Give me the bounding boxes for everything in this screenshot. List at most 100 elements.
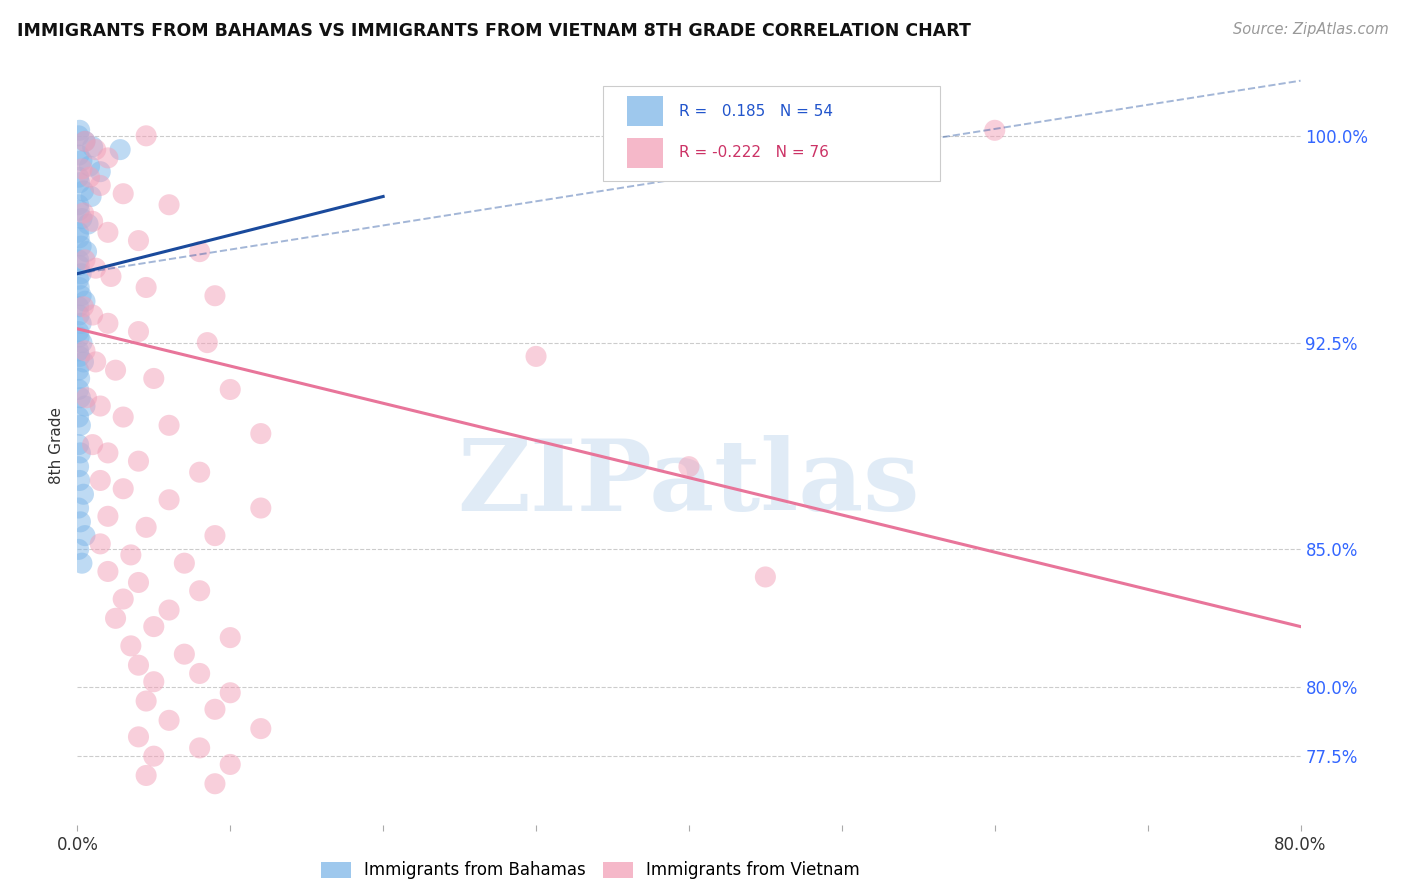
Point: [67, 148, 90, 162]
Point: [67, 459, 90, 474]
Point: [82, 437, 104, 451]
Point: [69, 350, 91, 364]
Point: [127, 234, 149, 248]
Point: [142, 371, 165, 385]
Point: [73, 134, 96, 148]
Point: [73, 343, 96, 358]
Point: [112, 482, 135, 496]
Y-axis label: 8th Grade: 8th Grade: [49, 408, 65, 484]
Text: ZIPatlas: ZIPatlas: [458, 435, 920, 533]
Point: [127, 575, 149, 590]
Point: [69, 391, 91, 405]
Point: [69, 474, 91, 488]
Point: [67, 231, 90, 245]
Point: [89, 399, 111, 413]
Point: [188, 465, 211, 479]
Point: [67, 343, 90, 358]
Point: [73, 528, 96, 542]
Point: [204, 777, 226, 791]
Point: [204, 702, 226, 716]
Point: [135, 694, 157, 708]
Point: [72, 355, 94, 369]
Point: [67, 259, 90, 273]
Point: [72, 184, 94, 198]
Point: [67, 383, 90, 397]
Point: [188, 583, 211, 598]
Point: [127, 325, 149, 339]
FancyBboxPatch shape: [603, 86, 939, 180]
Point: [73, 399, 96, 413]
Legend: Immigrants from Bahamas, Immigrants from Vietnam: Immigrants from Bahamas, Immigrants from…: [321, 861, 860, 880]
Point: [67, 325, 90, 339]
Point: [69, 123, 91, 137]
Point: [100, 269, 122, 284]
Point: [67, 203, 90, 218]
Point: [70, 289, 93, 303]
Point: [67, 308, 90, 322]
Point: [84, 355, 107, 369]
Point: [73, 134, 96, 148]
Point: [67, 363, 90, 377]
Point: [89, 537, 111, 551]
Point: [195, 335, 218, 350]
Point: [70, 267, 93, 281]
Point: [77, 217, 100, 231]
Point: [72, 300, 94, 314]
Point: [67, 542, 90, 557]
Point: [67, 330, 90, 344]
Point: [219, 631, 242, 645]
Point: [80, 189, 103, 203]
Point: [204, 289, 226, 303]
Point: [67, 280, 90, 294]
Point: [127, 730, 149, 744]
Point: [188, 244, 211, 259]
Point: [67, 198, 90, 212]
Point: [97, 446, 120, 460]
Point: [250, 722, 273, 736]
Point: [82, 140, 104, 154]
Point: [67, 225, 90, 239]
Point: [127, 454, 149, 468]
Point: [72, 487, 94, 501]
Point: [157, 198, 180, 212]
Point: [157, 492, 180, 507]
Point: [70, 161, 93, 176]
Point: [142, 619, 165, 633]
Text: Source: ZipAtlas.com: Source: ZipAtlas.com: [1233, 22, 1389, 37]
Point: [67, 252, 90, 267]
Point: [97, 225, 120, 239]
Point: [76, 244, 98, 259]
Point: [70, 153, 93, 168]
Point: [112, 186, 135, 201]
Point: [112, 592, 135, 607]
Point: [112, 410, 135, 425]
Point: [67, 410, 90, 425]
Point: [70, 316, 93, 330]
Point: [135, 768, 157, 782]
Point: [73, 252, 96, 267]
Point: [173, 556, 195, 570]
Bar: [627, 137, 664, 168]
Point: [73, 294, 96, 309]
Point: [97, 565, 120, 579]
Point: [97, 509, 120, 524]
Bar: [627, 96, 664, 127]
Point: [69, 515, 91, 529]
Point: [69, 418, 91, 433]
Point: [89, 164, 111, 178]
Point: [72, 206, 94, 220]
Point: [120, 639, 142, 653]
Point: [142, 674, 165, 689]
Point: [69, 371, 91, 385]
Point: [219, 757, 242, 772]
Point: [70, 556, 93, 570]
Point: [67, 128, 90, 143]
Point: [524, 350, 547, 364]
Point: [67, 501, 90, 516]
Point: [127, 658, 149, 673]
Point: [69, 176, 91, 190]
Point: [69, 446, 91, 460]
Point: [82, 308, 104, 322]
Point: [219, 686, 242, 700]
Text: R =   0.185   N = 54: R = 0.185 N = 54: [679, 103, 834, 119]
